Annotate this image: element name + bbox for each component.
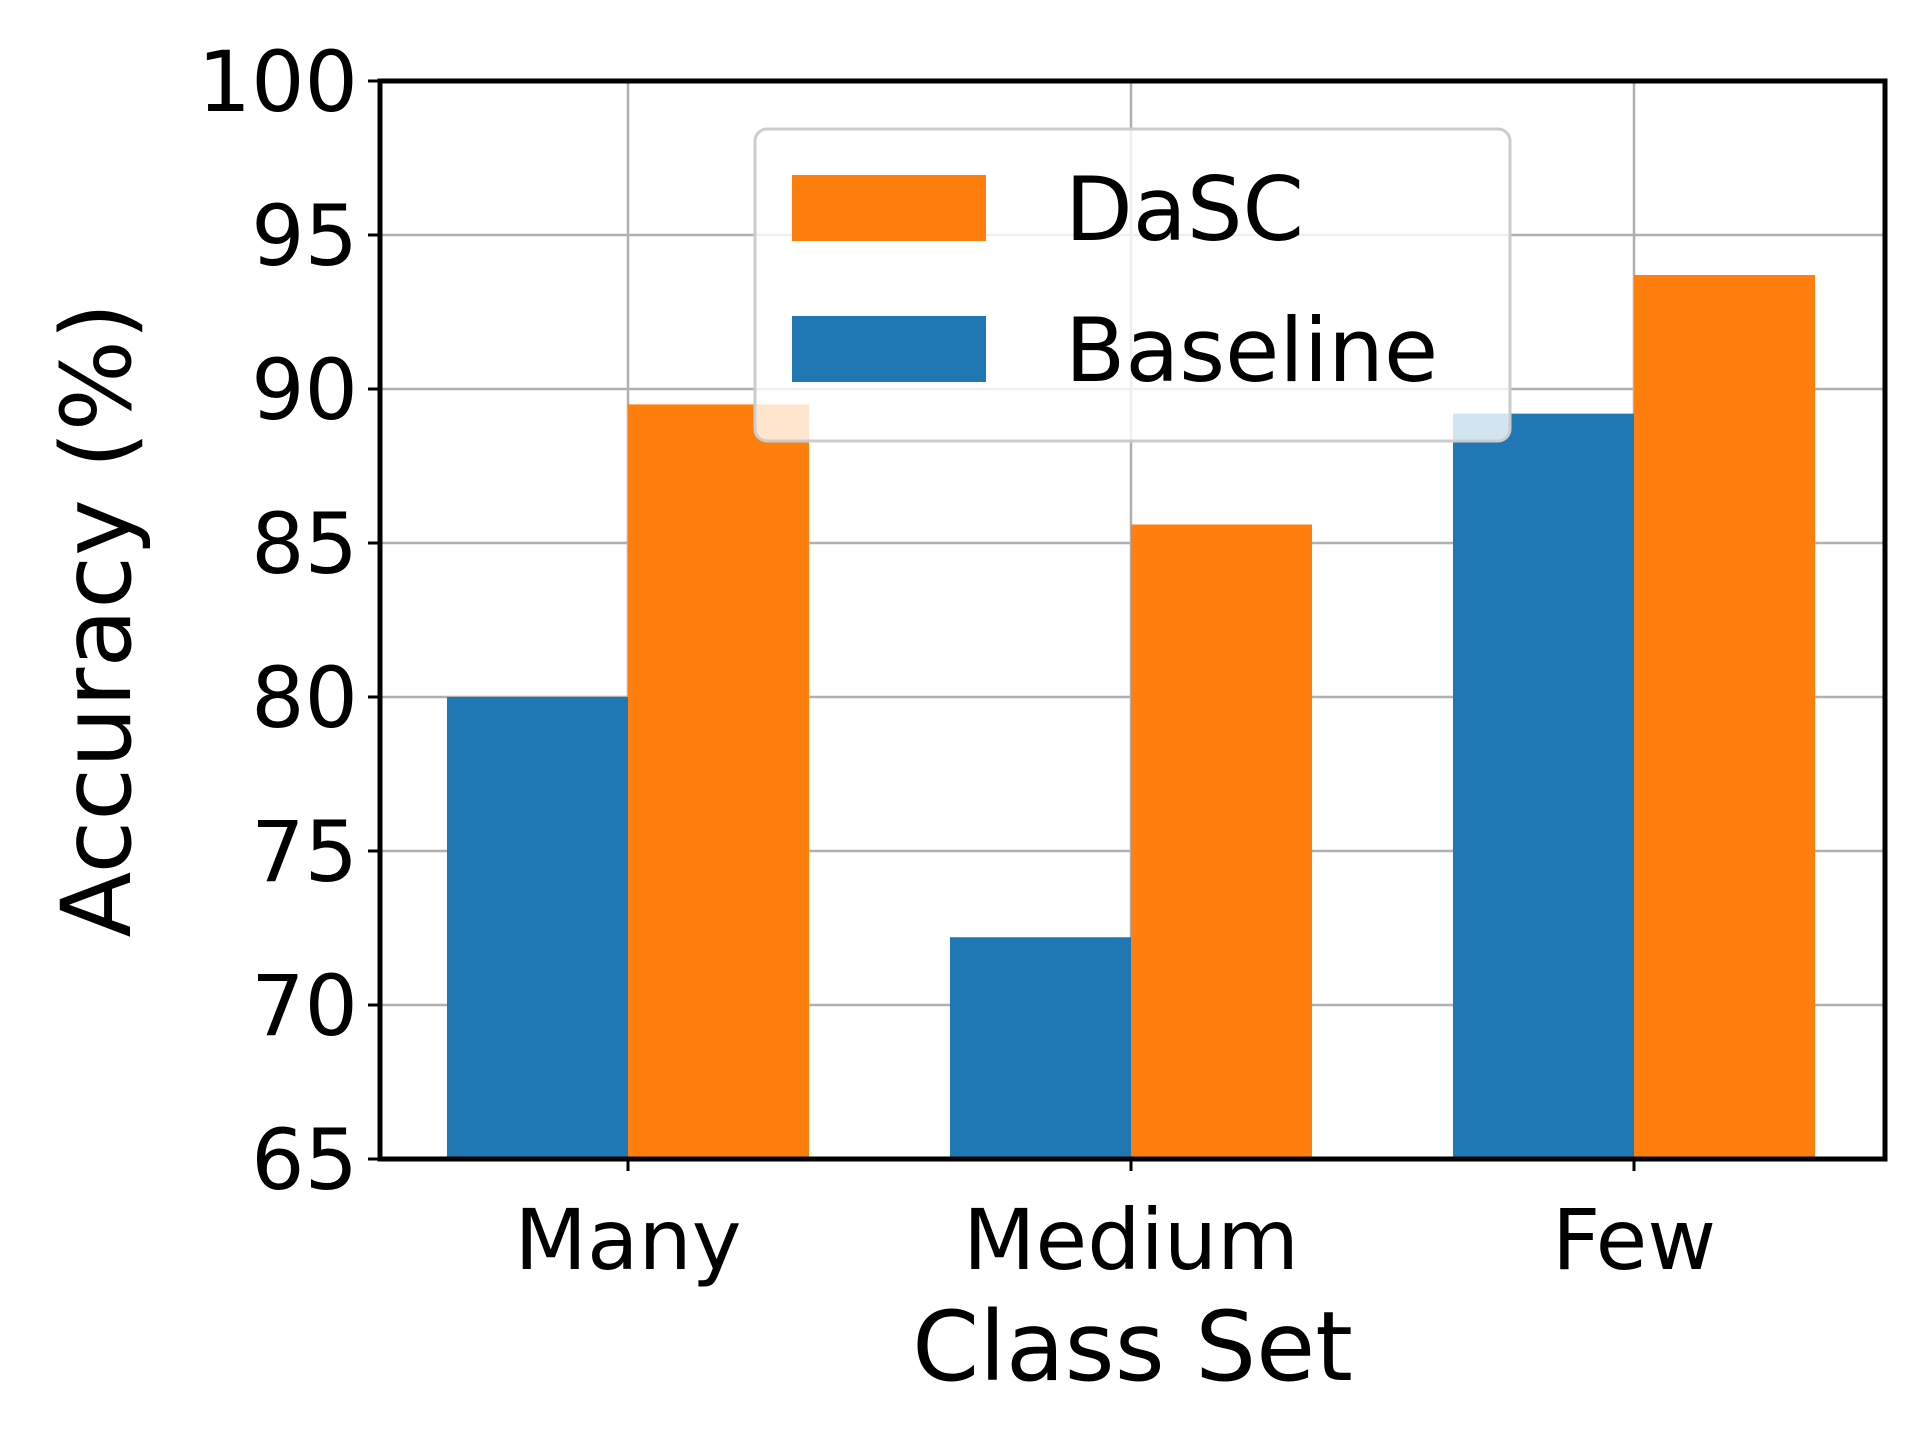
x-tick-label: Few [1552, 1191, 1716, 1289]
x-axis-title: Class Set [912, 1291, 1353, 1403]
y-tick-label: 65 [251, 1111, 358, 1209]
legend-label-dasc: DaSC [1065, 158, 1304, 261]
bar-dasc-few [1634, 275, 1815, 1159]
y-axis-ticks: 65 70 75 80 85 90 95 100 [198, 33, 380, 1209]
x-axis-ticks: Many Medium Few [515, 1159, 1716, 1289]
bar-baseline-many [447, 697, 628, 1159]
bars [447, 275, 1815, 1159]
y-tick-label: 70 [251, 957, 358, 1055]
legend-swatch-baseline [792, 316, 986, 382]
y-tick-label: 95 [251, 187, 358, 285]
x-tick-label: Medium [963, 1191, 1299, 1289]
bar-dasc-medium [1131, 524, 1312, 1159]
bar-dasc-many [628, 404, 809, 1159]
y-axis-title: Accuracy (%) [41, 303, 153, 938]
bar-baseline-few [1453, 413, 1634, 1159]
y-tick-label: 80 [251, 649, 358, 747]
y-tick-label: 90 [251, 341, 358, 439]
y-tick-label: 85 [251, 495, 358, 593]
legend-swatch-dasc [792, 175, 986, 241]
y-tick-label: 100 [198, 33, 358, 131]
legend: DaSC Baseline [753, 127, 1512, 443]
x-tick-label: Many [515, 1191, 742, 1289]
plot-frame [377, 78, 1888, 1162]
y-tick-label: 75 [251, 803, 358, 901]
bar-baseline-medium [950, 937, 1131, 1159]
legend-label-baseline: Baseline [1065, 299, 1438, 402]
